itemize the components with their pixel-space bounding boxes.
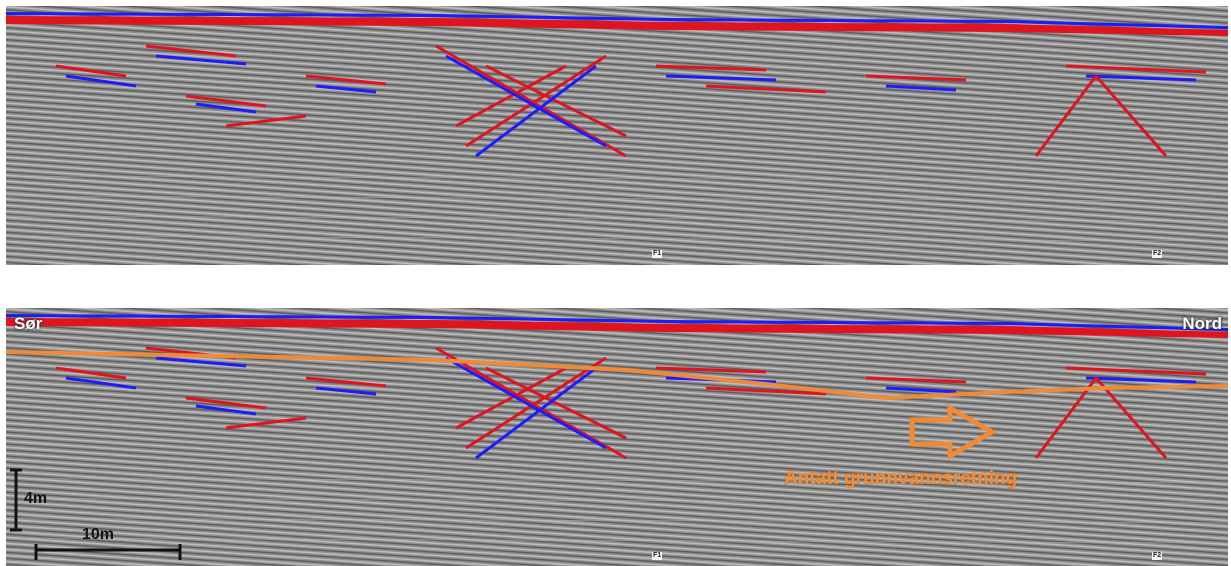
groundwater-direction-label: Antatt grunnvannsretning (784, 468, 1018, 489)
groundwater-arrow-icon (909, 403, 998, 461)
radargram-image-bottom (6, 308, 1228, 566)
radargram-image-top (6, 6, 1228, 265)
marker-f1: F1 (652, 552, 663, 560)
groundwater-line (6, 350, 1228, 401)
label-north: Nord (1182, 314, 1222, 333)
vertical-scale-bar (10, 468, 22, 532)
label-south: Sør (14, 314, 43, 333)
horizontal-scale-label: 10m (82, 526, 115, 543)
vertical-scale-label: 4m (24, 490, 48, 507)
marker-f2: F2 (1152, 552, 1163, 560)
radargram-top: F1 F2 (6, 6, 1228, 265)
marker-f1: F1 (652, 250, 663, 258)
radargram-bottom: Sør Nord 4m 10m Antatt grunnvannsretning… (6, 308, 1228, 566)
marker-f2: F2 (1152, 250, 1163, 258)
horizontal-scale-bar (34, 544, 182, 560)
